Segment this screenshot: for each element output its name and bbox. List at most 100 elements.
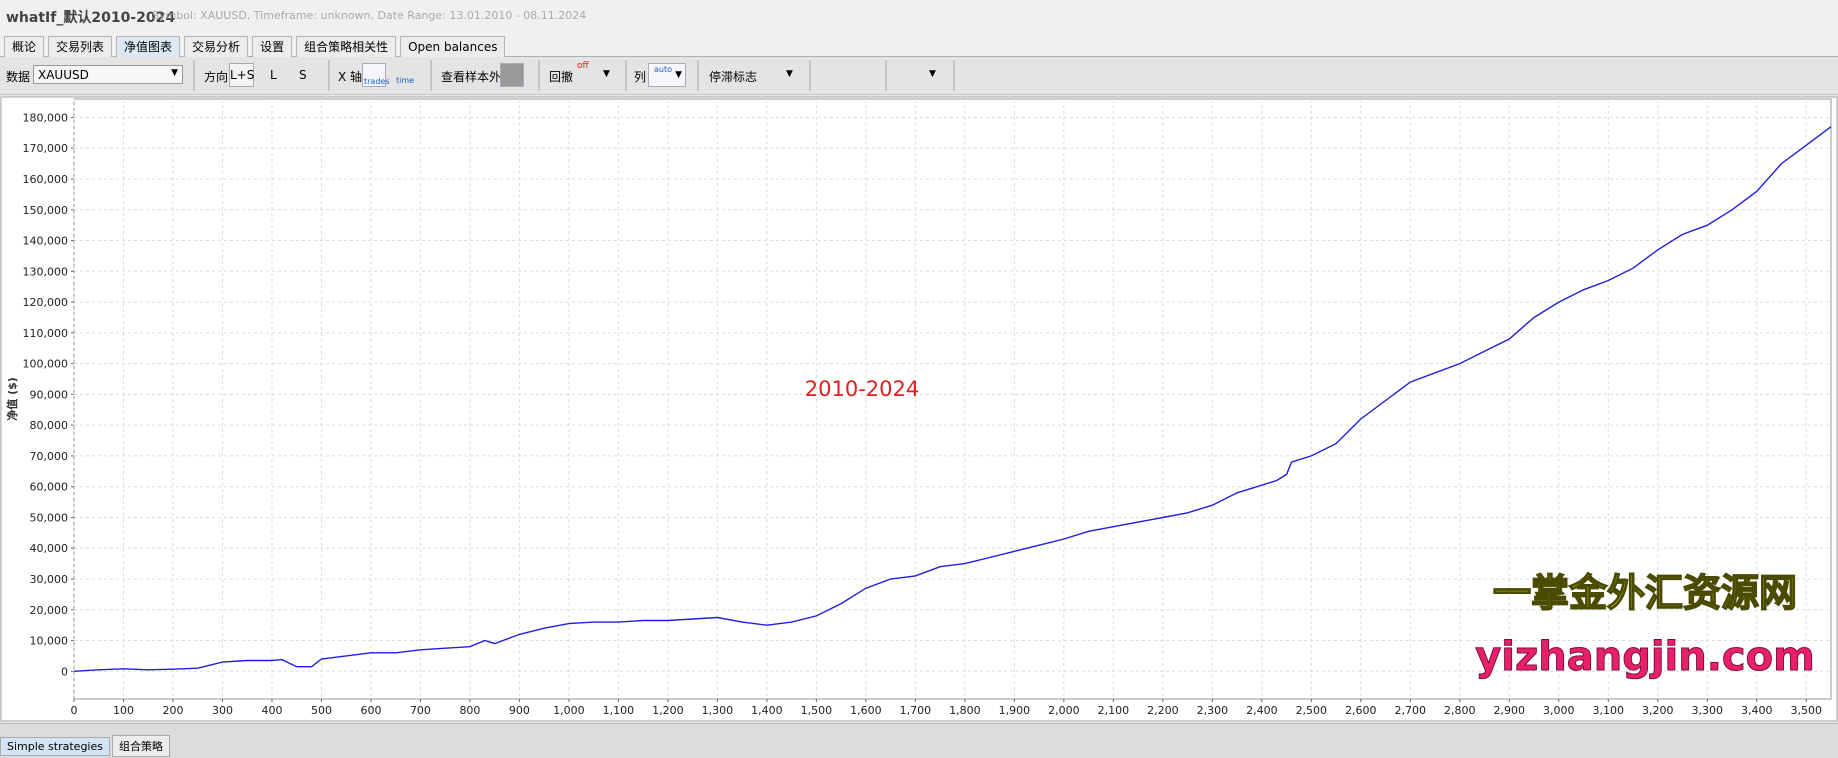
- x-axis-button[interactable]: time: [392, 63, 416, 87]
- label: X 轴: [338, 70, 363, 84]
- y-tick-label: 120,000: [23, 296, 69, 309]
- x-tick-label: 3,000: [1543, 704, 1575, 717]
- plot-area: [73, 98, 1832, 700]
- x-tick-label: 400: [261, 704, 282, 717]
- y-tick-label: 180,000: [23, 111, 69, 124]
- x-tick-label: 2,500: [1296, 704, 1328, 717]
- direction-button[interactable]: L: [270, 68, 277, 82]
- x-tick-label: 700: [410, 704, 431, 717]
- tab[interactable]: 交易分析: [184, 36, 249, 57]
- icon-label: auto: [654, 65, 673, 74]
- watermark-text: 一掌金外汇资源网: [1493, 571, 1797, 615]
- separator: [953, 60, 955, 91]
- x-tick-label: 1,200: [652, 704, 684, 717]
- x-tick-label: 2,000: [1048, 704, 1080, 717]
- x-tick-label: 300: [212, 704, 233, 717]
- chart: 净值 ($) 0 10,000 20,000 30,000 40,000 50,000 60…: [0, 96, 1838, 722]
- x-tick-label: 1,100: [603, 704, 635, 717]
- dropdown-arrow: ▼: [675, 70, 682, 80]
- icon-label: off: [577, 61, 589, 71]
- out-of-sample-button[interactable]: [500, 63, 524, 87]
- chart-button[interactable]: [996, 63, 1020, 87]
- tab[interactable]: 概论: [4, 36, 45, 57]
- y-tick-label: 90,000: [30, 388, 69, 401]
- equity-line: [73, 126, 1832, 672]
- watermark-text: yizhangjin.com: [1475, 634, 1815, 680]
- x-tick-label: 3,300: [1692, 704, 1724, 717]
- x-tick-label: 2,700: [1395, 704, 1427, 717]
- x-tick-label: 1,800: [949, 704, 981, 717]
- drawdown-button[interactable]: off: [574, 61, 598, 87]
- direction-button[interactable]: L+S: [229, 63, 254, 87]
- y-tick-label: 50,000: [30, 511, 69, 524]
- x-tick-label: 3,100: [1593, 704, 1625, 717]
- y-axis-label: 净值 ($): [5, 377, 19, 421]
- chart-button[interactable]: [965, 63, 989, 87]
- tab[interactable]: 交易列表: [48, 36, 113, 57]
- x-tick-label: 1,300: [702, 704, 734, 717]
- annotation: 2010-2024: [805, 377, 919, 401]
- icon-label: trades: [364, 77, 390, 86]
- x-tick-label: 2,200: [1147, 704, 1179, 717]
- x-tick-label: 2,300: [1197, 704, 1229, 717]
- label: 方向: [204, 70, 229, 84]
- x-tick-label: 1,400: [751, 704, 783, 717]
- bottom-tab[interactable]: Simple strategies: [0, 737, 110, 756]
- chart-button[interactable]: [852, 63, 876, 87]
- label: 回撤: [549, 70, 574, 84]
- x-tick-label: 2,100: [1098, 704, 1130, 717]
- dropdown-arrow[interactable]: ▼: [786, 69, 793, 79]
- separator: [328, 60, 330, 91]
- x-tick-label: 3,500: [1791, 704, 1823, 717]
- y-tick-label: 20,000: [30, 604, 69, 617]
- column-button[interactable]: auto ▼: [648, 63, 686, 87]
- tab[interactable]: 组合策略相关性: [296, 36, 397, 57]
- x-tick-label: 200: [162, 704, 183, 717]
- y-tick-label: 140,000: [23, 235, 69, 248]
- x-tick-label: 2,400: [1246, 704, 1278, 717]
- separator: [538, 60, 540, 91]
- x-tick-label: 3,400: [1741, 704, 1773, 717]
- symbol-select[interactable]: XAUUSD ▼: [33, 65, 183, 84]
- x-tick-label: 500: [311, 704, 332, 717]
- dropdown-arrow: ▼: [171, 68, 178, 78]
- separator: [625, 60, 627, 91]
- y-tick-label: 110,000: [23, 327, 69, 340]
- separator: [697, 60, 699, 91]
- stagnation-button[interactable]: [756, 63, 780, 87]
- x-tick-label: 0: [71, 704, 78, 717]
- y-tick-label: 30,000: [30, 573, 69, 586]
- separator: [809, 60, 811, 91]
- separator: [193, 60, 195, 91]
- toolbar: 数据 XAUUSD ▼ 方向 L+S L S X 轴 trades time 查看…: [0, 57, 1838, 95]
- y-tick-label: 130,000: [23, 265, 69, 278]
- y-tick-label: 40,000: [30, 542, 69, 555]
- x-tick-label: 100: [113, 704, 134, 717]
- icon-label: time: [396, 76, 415, 85]
- dropdown-arrow[interactable]: ▼: [603, 69, 610, 79]
- tab[interactable]: 净值图表: [116, 36, 181, 57]
- y-tick-label: 10,000: [30, 635, 69, 648]
- x-tick-label: 1,500: [801, 704, 833, 717]
- tab-bar: 概论 交易列表 净值图表 交易分析 设置 组合策略相关性 Open balances: [0, 33, 1838, 57]
- separator: [430, 60, 432, 91]
- tab[interactable]: Open balances: [400, 36, 506, 57]
- x-tick-label: 2,800: [1444, 704, 1476, 717]
- y-tick-label: 150,000: [23, 204, 69, 217]
- direction-button[interactable]: S: [299, 68, 307, 82]
- x-axis-button[interactable]: trades: [362, 63, 390, 87]
- chart-button[interactable]: [823, 63, 847, 87]
- y-tick-label: 170,000: [23, 142, 69, 155]
- x-tick-label: 600: [360, 704, 381, 717]
- tab[interactable]: 设置: [252, 36, 293, 57]
- x-tick-label: 3,200: [1642, 704, 1674, 717]
- y-tick-label: 0: [61, 665, 68, 678]
- x-tick-label: 800: [459, 704, 480, 717]
- bottom-tab[interactable]: 组合策略: [111, 735, 170, 757]
- label: 列: [634, 70, 647, 84]
- y-tick-label: 80,000: [30, 419, 69, 432]
- dropdown-arrow[interactable]: ▼: [929, 69, 936, 79]
- chart-button[interactable]: [899, 63, 923, 87]
- x-tick-label: 2,600: [1345, 704, 1377, 717]
